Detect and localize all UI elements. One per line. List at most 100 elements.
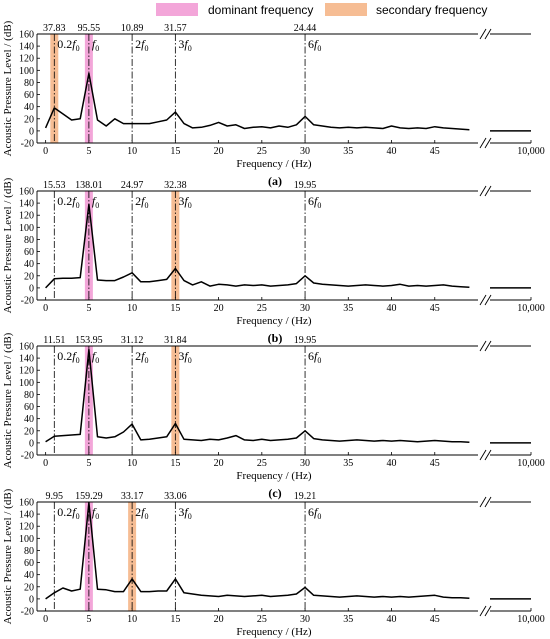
y-tick-label: 60: [24, 402, 34, 413]
y-tick-label: 80: [24, 235, 34, 246]
spectrum-line: [44, 72, 470, 131]
axis-break-mark: [484, 294, 492, 306]
axis-break-mark: [479, 137, 487, 149]
x-tick-label: 35: [343, 614, 353, 625]
harmonic-value: 31.12: [121, 335, 144, 346]
x-tick-label: 25: [257, 614, 267, 625]
y-tick-label: 140: [19, 42, 34, 53]
axis-break-mark: [484, 340, 492, 352]
y-tick-label: 80: [24, 546, 34, 557]
x-tick-label: 5: [86, 458, 91, 469]
y-tick-label: 160: [19, 187, 34, 198]
harmonic-value: 33.06: [164, 491, 187, 502]
y-tick-label: 140: [19, 510, 34, 521]
y-tick-label: 120: [19, 211, 34, 222]
harmonic-value: 19.95: [294, 180, 317, 191]
axis-break-mark: [484, 28, 492, 40]
harmonic-value: 15.53: [43, 180, 66, 191]
y-tick-label: 20: [24, 426, 34, 437]
x-tick-label: 10: [127, 614, 137, 625]
y-tick-label: 160: [19, 342, 34, 353]
harmonic-value: 33.17: [121, 491, 144, 502]
x-tick-label: 35: [343, 303, 353, 314]
y-tick-label: 60: [24, 247, 34, 258]
axis-break-mark: [479, 28, 487, 40]
y-tick-label: 40: [24, 102, 34, 113]
y-tick-label: 20: [24, 114, 34, 125]
axis-break-mark: [479, 340, 487, 352]
y-axis-label: Acoustic Pressure Level / (dB): [2, 20, 14, 156]
y-axis-label: Acoustic Pressure Level / (dB): [2, 177, 14, 313]
y-tick-label: 0: [29, 438, 34, 449]
x-tick-label: 35: [343, 146, 353, 157]
x-tick-label: 5: [86, 303, 91, 314]
axis-break-mark: [479, 185, 487, 197]
x-tick-label: 20: [214, 146, 224, 157]
y-tick-label: -20: [21, 607, 34, 618]
panel-caption: (c): [268, 486, 281, 500]
x-axis-label: Frequency / (Hz): [236, 470, 311, 482]
x-tick-label: 35: [343, 458, 353, 469]
harmonic-value: 138.01: [75, 180, 103, 191]
axis-break-mark: [479, 294, 487, 306]
harmonic-value: 10.89: [121, 23, 144, 34]
harmonic-value: 31.84: [164, 335, 187, 346]
x-tick-label: 40: [387, 303, 397, 314]
spectrum-line: [45, 501, 470, 600]
x-tick-label: 25: [257, 303, 267, 314]
y-tick-label: 120: [19, 522, 34, 533]
x-tick-label: 15: [170, 303, 180, 314]
x-tick-label-extra: 10,000: [517, 146, 545, 157]
x-tick-label: 30: [300, 303, 310, 314]
x-tick-label: 30: [300, 458, 310, 469]
x-tick-label: 25: [257, 458, 267, 469]
axis-break-mark: [479, 605, 487, 617]
legend-swatch-dominant: [156, 3, 198, 16]
x-tick-label: 10: [127, 458, 137, 469]
y-tick-label: -20: [21, 451, 34, 462]
x-tick-label: 40: [387, 458, 397, 469]
y-tick-label: -20: [21, 139, 34, 150]
spectrum-line: [45, 203, 470, 289]
axis-break-mark: [484, 449, 492, 461]
axis-break-mark: [479, 449, 487, 461]
x-axis-label: Frequency / (Hz): [236, 626, 311, 638]
y-tick-label: 40: [24, 259, 34, 270]
harmonic-value: 153.95: [75, 335, 103, 346]
harmonic-label: 3f0: [178, 505, 191, 521]
x-tick-label: 30: [300, 146, 310, 157]
legend-swatch-secondary: [325, 3, 367, 16]
y-tick-label: 80: [24, 390, 34, 401]
harmonic-value: 24.97: [121, 180, 144, 191]
x-tick-label: 30: [300, 614, 310, 625]
legend-label-dominant: dominant frequency: [208, 3, 313, 17]
y-axis-label: Acoustic Pressure Level / (dB): [2, 488, 14, 624]
axis-break-mark: [484, 496, 492, 508]
x-tick-label-extra: 10,000: [517, 458, 545, 469]
x-axis-label: Frequency / (Hz): [236, 158, 311, 170]
y-tick-label: 160: [19, 498, 34, 509]
harmonic-label: 0.2f0: [57, 37, 79, 53]
harmonic-label: f0: [92, 505, 99, 521]
axis-break-mark: [479, 496, 487, 508]
axis-break-mark: [484, 185, 492, 197]
y-tick-label: 0: [29, 126, 34, 137]
axis-break-mark: [484, 605, 492, 617]
y-tick-label: 60: [24, 90, 34, 101]
x-tick-label: 25: [257, 146, 267, 157]
x-tick-label: 0: [43, 614, 48, 625]
y-tick-label: 120: [19, 54, 34, 65]
x-tick-label: 0: [43, 458, 48, 469]
harmonic-label: f0: [92, 194, 99, 210]
x-tick-label: 10: [127, 146, 137, 157]
x-tick-label: 40: [387, 146, 397, 157]
x-tick-label: 15: [170, 146, 180, 157]
harmonic-label: f0: [92, 37, 99, 53]
x-tick-label: 45: [430, 458, 440, 469]
